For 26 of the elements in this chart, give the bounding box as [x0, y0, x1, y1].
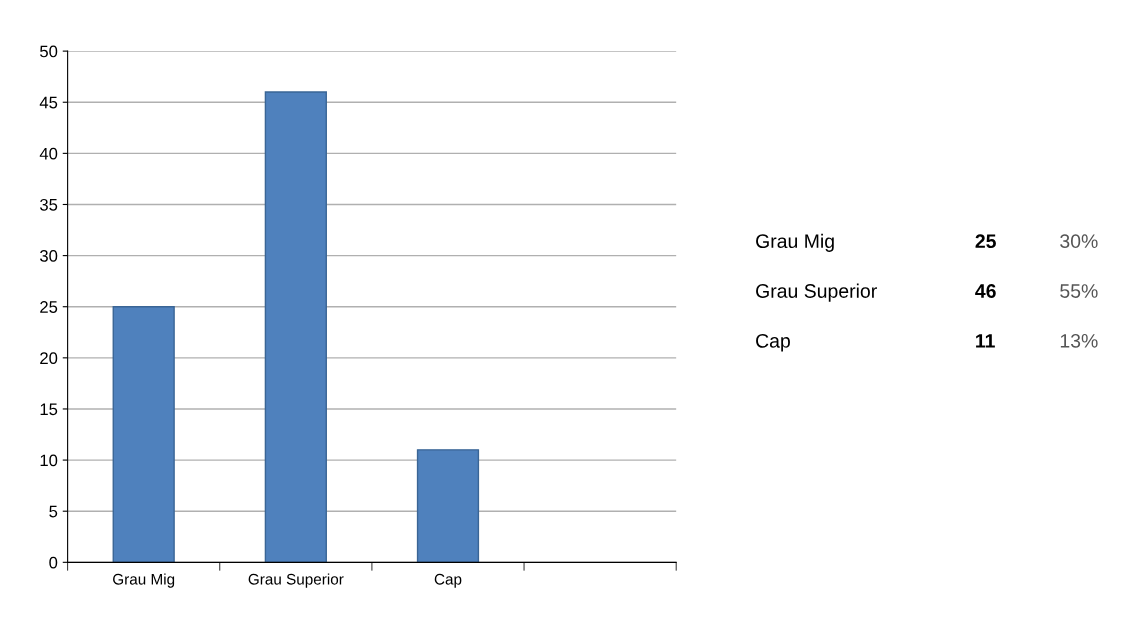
text: 13%: [1060, 333, 1098, 348]
y-tick-label: 0: [49, 556, 58, 569]
y-tick-label: 10: [40, 454, 58, 467]
y-tick-label: 15: [40, 403, 58, 416]
text: 55%: [1060, 284, 1098, 298]
y-tick-label: 40: [39, 147, 58, 160]
text: 30%: [1060, 234, 1098, 249]
bar: [416, 449, 480, 563]
y-tick-label: 25: [40, 301, 58, 313]
x-tick-label: Cap: [434, 573, 462, 588]
x-tick-label: Grau Superior: [248, 573, 344, 588]
y-tick-label: 45: [39, 96, 58, 109]
y-tick-label: 35: [40, 198, 58, 211]
text: Cap: [756, 333, 790, 352]
bar: [112, 306, 175, 563]
x-tick-label: Grau Mig: [113, 573, 175, 588]
text: Grau Superior: [756, 283, 877, 302]
y-tick-label: 5: [49, 505, 58, 518]
bar: [264, 91, 327, 563]
text: 25: [975, 234, 996, 249]
y-tick-label: 20: [40, 352, 58, 365]
text: Grau Mig: [756, 233, 834, 252]
y-tick-label: 30: [40, 250, 58, 262]
text: 46: [975, 284, 996, 298]
text: 11: [976, 334, 995, 348]
y-tick-label: 50: [40, 45, 58, 58]
